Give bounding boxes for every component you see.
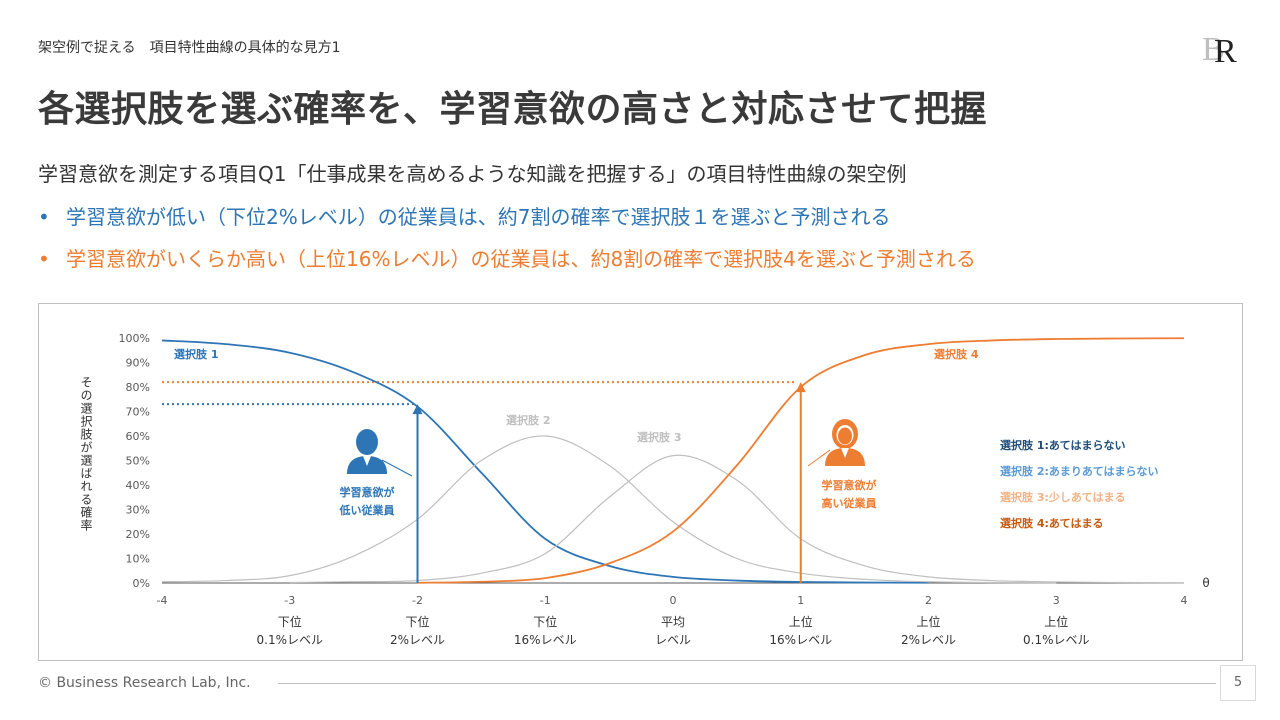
series-name-label: 選択肢 4 <box>934 347 979 361</box>
logo-letter-b: B <box>1202 31 1225 66</box>
bullet-marker: • <box>38 205 50 229</box>
legend-entry: 選択肢 2:あまりあてはまらない <box>1000 464 1158 478</box>
chart-frame <box>38 303 1243 661</box>
x-tick-label: 0 <box>670 594 677 607</box>
series-line-3 <box>289 454 1185 584</box>
person-collar-icon <box>841 448 849 458</box>
company-logo: B R <box>1202 31 1237 66</box>
y-tick-label: 40% <box>126 479 150 492</box>
y-tick-label: 60% <box>126 430 150 443</box>
legend-entry: 選択肢 1:あてはまらない <box>1000 438 1125 452</box>
x-tick-label: -3 <box>284 594 295 607</box>
y-tick-label: 100% <box>119 332 150 345</box>
page-number: 5 <box>1220 665 1256 701</box>
x-axis-title: θ <box>1202 576 1209 590</box>
x-tick-label: -1 <box>540 594 551 607</box>
marker-arrow-head <box>412 404 423 415</box>
bullet-item-2: • 学習意欲がいくらか高い（上位16%レベル）の従業員は、約8割の確率で選択肢4を… <box>38 243 976 272</box>
person-label: 低い従業員 <box>339 503 395 517</box>
x-level-label: 上位 <box>789 614 813 629</box>
series-line-4 <box>417 337 1185 584</box>
lead-text: 学習意欲を測定する項目Q1「仕事成果を高めるような知識を把握する」の項目特性曲線… <box>38 162 907 186</box>
y-tick-label: 80% <box>126 381 150 394</box>
y-tick-label: 70% <box>126 406 150 419</box>
y-axis-title: その選択肢が選ばれる確率 <box>79 376 93 532</box>
series-line-1 <box>161 339 929 584</box>
bullet-item-1: • 学習意欲が低い（下位2%レベル）の従業員は、約7割の確率で選択肢１を選ぶと予測… <box>38 201 890 230</box>
slide-subtitle: 架空例で捉える 項目特性曲線の具体的な見方1 <box>38 40 341 56</box>
series-name-label: 選択肢 2 <box>506 413 550 427</box>
y-tick-label: 30% <box>126 504 150 517</box>
person-label: 学習意欲が <box>340 485 395 499</box>
y-tick-label: 50% <box>126 455 150 468</box>
page-title: 各選択肢を選ぶ確率を、学習意欲の高さと対応させて把握 <box>38 89 988 130</box>
x-level-label: 下位 <box>278 614 302 629</box>
person-label: 学習意欲が <box>822 478 877 492</box>
x-level-label: 2%レベル <box>390 633 445 647</box>
legend-entry: 選択肢 4:あてはまる <box>1000 516 1103 530</box>
bullet-text: 学習意欲がいくらか高い（上位16%レベル）の従業員は、約8割の確率で選択肢4を選… <box>66 247 976 271</box>
x-level-label: 下位 <box>533 614 557 629</box>
footer-divider <box>278 683 1216 684</box>
x-level-label: 上位 <box>916 614 940 629</box>
x-tick-label: -2 <box>412 594 423 607</box>
person-connector-line <box>381 459 413 477</box>
x-level-label: 上位 <box>1044 614 1068 629</box>
x-level-label: レベル <box>655 633 691 647</box>
copyright: © Business Research Lab, Inc. <box>38 675 251 691</box>
legend-entry: 選択肢 3:少しあてはまる <box>1000 490 1125 504</box>
person-head-icon <box>356 429 378 455</box>
x-level-label: 0.1%レベル <box>257 633 324 647</box>
x-level-label: 16%レベル <box>514 633 577 647</box>
series-line-2 <box>161 435 1057 584</box>
x-level-label: 平均 <box>661 615 685 629</box>
marker-arrow-head <box>795 382 806 393</box>
person-head-icon <box>838 427 852 445</box>
series-name-label: 選択肢 1 <box>174 347 218 361</box>
series-name-label: 選択肢 3 <box>637 430 681 444</box>
y-tick-label: 20% <box>126 528 150 541</box>
y-tick-label: 10% <box>126 553 150 566</box>
x-level-label: 16%レベル <box>769 633 832 647</box>
x-level-label: 2%レベル <box>901 633 956 647</box>
person-connector-line <box>807 449 831 467</box>
y-tick-label: 0% <box>133 577 150 590</box>
bullet-marker: • <box>38 247 50 271</box>
x-tick-label: 2 <box>925 594 932 607</box>
x-tick-label: 1 <box>797 594 804 607</box>
y-tick-label: 90% <box>126 357 150 370</box>
x-tick-label: 3 <box>1053 594 1060 607</box>
x-level-label: 0.1%レベル <box>1023 633 1090 647</box>
logo-letter-r: R <box>1214 33 1237 66</box>
person-label: 高い従業員 <box>822 496 877 510</box>
x-level-label: 下位 <box>405 614 429 629</box>
person-collar-icon <box>363 456 371 466</box>
x-tick-label: -4 <box>157 594 168 607</box>
x-tick-label: 4 <box>1181 594 1188 607</box>
bullet-text: 学習意欲が低い（下位2%レベル）の従業員は、約7割の確率で選択肢１を選ぶと予測さ… <box>66 205 891 229</box>
